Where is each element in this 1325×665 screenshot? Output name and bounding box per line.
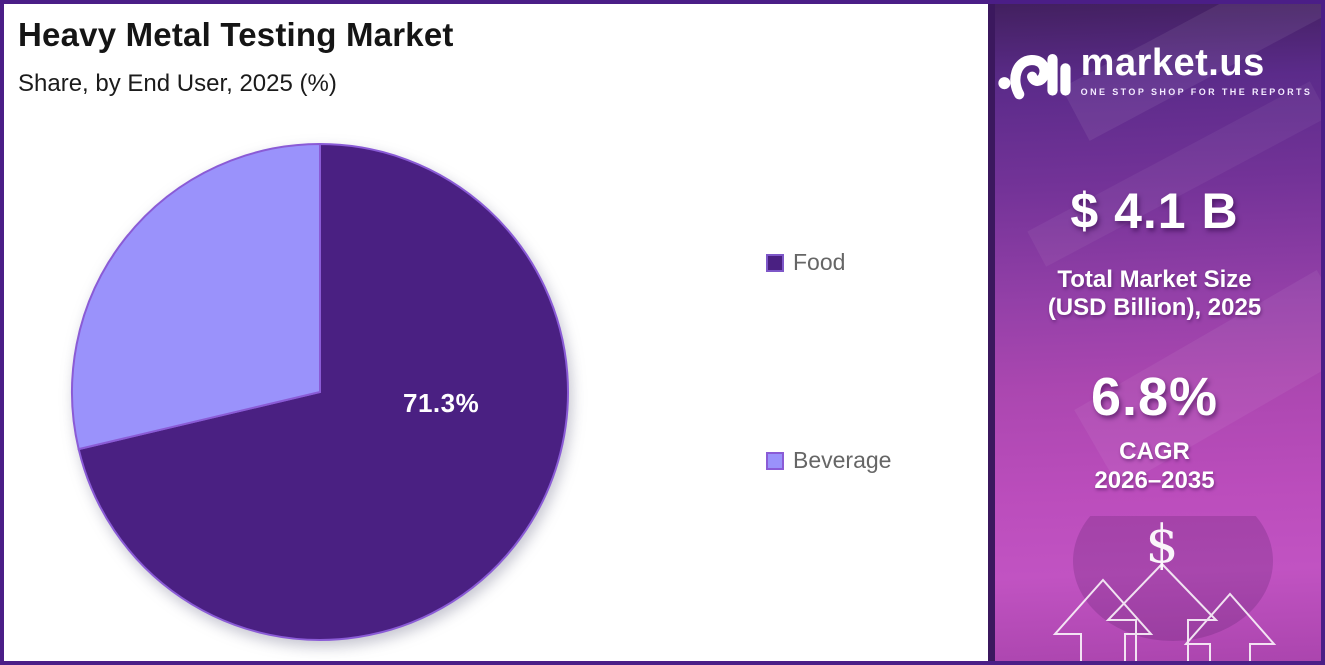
pie-chart — [71, 142, 569, 641]
up-arrow-middle — [1105, 562, 1219, 661]
cagr-label-line1: CAGR — [1119, 438, 1190, 465]
logo-text: market.us ONE STOP SHOP FOR THE REPORTS — [1081, 44, 1313, 97]
up-arrow-left — [1052, 578, 1154, 661]
page-title: Heavy Metal Testing Market — [18, 16, 454, 53]
dollar-icon: $ — [1145, 516, 1178, 575]
pie-slice-value-label: 71.3% — [403, 388, 480, 418]
legend-label-food: Food — [793, 249, 846, 275]
legend-item-food: Food — [766, 249, 845, 276]
market-size-label: Total Market Size (USD Billion), 2025 — [988, 266, 1321, 321]
market-size-label-line1: Total Market Size — [1057, 266, 1252, 293]
up-arrow-right — [1183, 592, 1277, 661]
sidebar: market.us ONE STOP SHOP FOR THE REPORTS … — [988, 4, 1321, 661]
brand-logo: market.us ONE STOP SHOP FOR THE REPORTS — [988, 44, 1321, 102]
cagr-label: CAGR 2026–2035 — [988, 438, 1321, 496]
growth-arrows-graphic: $ — [1052, 516, 1277, 661]
marketus-logo-icon — [998, 54, 1071, 100]
pie-slice-beverage — [71, 142, 321, 451]
cagr-label-line2: 2026–2035 — [1094, 466, 1215, 494]
legend-swatch-beverage — [766, 451, 784, 470]
cagr-value: 6.8% — [1090, 367, 1219, 427]
legend-swatch-food — [766, 253, 784, 272]
sidebar-left-accent — [988, 4, 995, 661]
pie-slice-food — [77, 142, 569, 641]
logo-brand-name: market.us — [1080, 42, 1265, 84]
logo-tagline: ONE STOP SHOP FOR THE REPORTS — [1080, 87, 1313, 97]
market-size-value: $ 4.1 B — [1070, 183, 1239, 239]
legend-label-beverage: Beverage — [793, 447, 892, 473]
pie-chart-container — [58, 132, 588, 661]
market-size-label-line2: (USD Billion), 2025 — [1047, 293, 1262, 321]
page-subtitle: Share, by End User, 2025 (%) — [18, 70, 337, 97]
legend-item-beverage: Beverage — [766, 447, 891, 474]
